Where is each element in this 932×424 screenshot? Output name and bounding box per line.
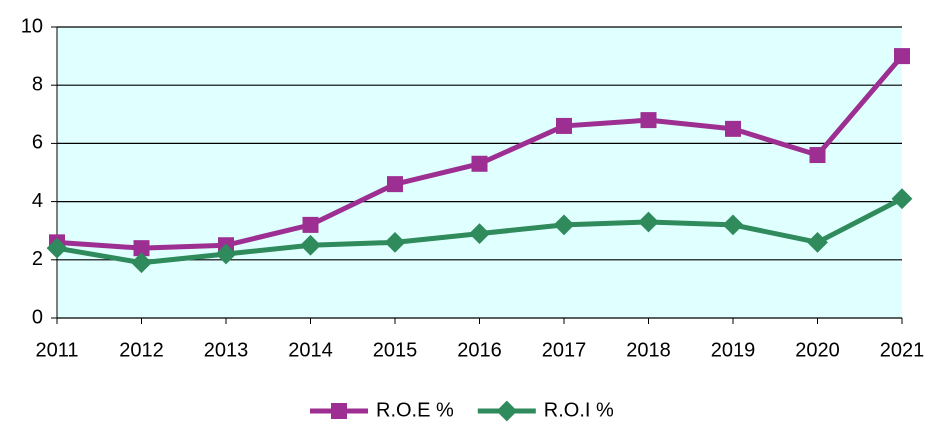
data-point (471, 155, 488, 172)
legend-label: R.O.E % (376, 399, 454, 421)
data-point (131, 252, 152, 274)
x-tick-label: 2019 (711, 339, 756, 361)
data-point (387, 176, 403, 193)
data-point (215, 243, 237, 265)
plot-area (57, 27, 902, 318)
legend-label: R.O.I % (544, 399, 614, 421)
data-point (384, 231, 406, 253)
data-point (809, 147, 826, 164)
x-tick-label: 2013 (204, 339, 249, 361)
y-tick-label: 0 (32, 306, 43, 328)
data-point (300, 234, 321, 256)
x-tick-label: 2017 (542, 339, 587, 361)
data-point (894, 48, 910, 65)
data-point (725, 120, 741, 137)
x-tick-label: 2020 (795, 339, 840, 361)
data-point (133, 240, 150, 257)
legend-marker (331, 403, 347, 419)
x-tick-label: 2011 (35, 339, 78, 361)
x-tick-label: 2021 (880, 339, 925, 361)
y-tick-label: 6 (32, 132, 43, 154)
data-point (640, 112, 657, 129)
legend-marker (496, 400, 518, 422)
data-point (46, 237, 68, 259)
data-point (722, 214, 744, 236)
data-point (807, 231, 828, 253)
data-point (638, 211, 659, 233)
y-tick-label: 10 (21, 15, 43, 37)
data-point (469, 223, 490, 245)
y-tick-label: 2 (32, 248, 43, 270)
y-tick-label: 8 (32, 73, 43, 95)
data-point (891, 188, 913, 210)
x-tick-label: 2014 (288, 339, 333, 361)
x-tick-label: 2018 (626, 339, 671, 361)
data-point (556, 117, 572, 134)
y-tick-label: 4 (32, 190, 43, 212)
data-point (553, 214, 575, 236)
data-point (302, 216, 319, 233)
x-tick-label: 2015 (373, 339, 418, 361)
x-tick-label: 2016 (457, 339, 502, 361)
x-tick-label: 2012 (119, 339, 164, 361)
